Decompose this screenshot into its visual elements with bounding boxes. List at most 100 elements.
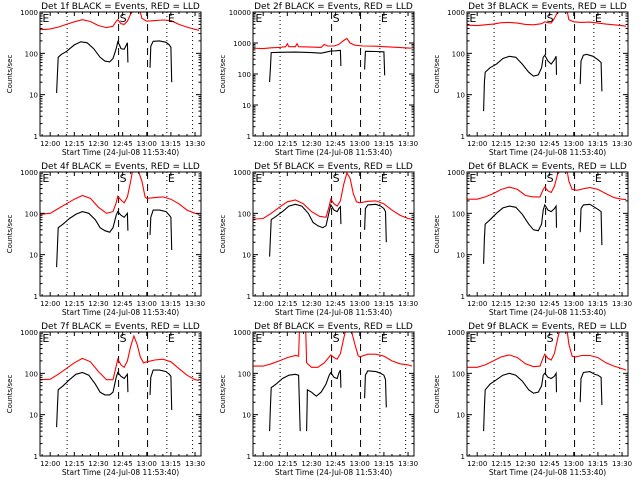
annotation-e: E xyxy=(595,12,602,25)
events-series-line xyxy=(483,203,558,264)
annotation-e: E xyxy=(255,12,262,25)
annotation-s: S xyxy=(333,12,340,25)
y-tick-label: 1 xyxy=(247,453,251,461)
y-tick-label: 100 xyxy=(238,71,251,79)
y-axis-label: Counts/sec xyxy=(219,55,227,94)
y-tick-label: 10 xyxy=(242,102,251,110)
y-tick-label: 10 xyxy=(29,92,38,100)
y-tick-label: 1000 xyxy=(20,169,38,177)
x-tick-label: 13:30 xyxy=(612,300,632,308)
lld-series-line xyxy=(566,12,627,27)
y-axis-label: Counts/sec xyxy=(433,55,441,94)
x-tick-label: 13:30 xyxy=(398,460,418,468)
plot-frame xyxy=(252,11,415,137)
y-tick-label: 100 xyxy=(238,210,251,218)
x-tick-label: 12:30 xyxy=(301,300,321,308)
x-tick-label: 13:15 xyxy=(588,460,608,468)
annotation-e: E xyxy=(595,332,602,345)
x-tick-label: 13:15 xyxy=(161,460,181,468)
x-tick-label: 13:15 xyxy=(588,140,608,148)
x-axis-label: Start Time (24-Jul-08 11:53:40) xyxy=(489,148,606,157)
panel-title: Det 1f BLACK = Events, RED = LLD xyxy=(41,2,200,12)
annotation-s: S xyxy=(120,332,127,345)
lld-series-line xyxy=(139,12,200,31)
x-tick-label: 13:30 xyxy=(612,460,632,468)
y-tick-label: 10 xyxy=(242,252,251,260)
annotation-s: S xyxy=(333,332,340,345)
events-series-line xyxy=(579,371,603,406)
lld-series-line xyxy=(467,172,560,200)
x-tick-label: 12:45 xyxy=(113,300,133,308)
x-tick-label: 12:00 xyxy=(40,140,60,148)
x-tick-label: 12:00 xyxy=(40,300,60,308)
x-tick-label: 12:00 xyxy=(467,140,487,148)
panel-title: Det 8f BLACK = Events, RED = LLD xyxy=(254,322,413,332)
y-tick-label: 100 xyxy=(452,370,465,378)
lld-series-line xyxy=(253,37,412,50)
y-tick-label: 10000 xyxy=(229,9,251,17)
y-tick-label: 100 xyxy=(452,210,465,218)
y-tick-label: 100 xyxy=(25,210,38,218)
lld-series-line xyxy=(305,332,346,368)
events-series-line xyxy=(56,40,129,94)
lld-series-line xyxy=(253,332,300,367)
annotation-e: E xyxy=(255,332,262,345)
x-tick-label: 12:45 xyxy=(540,300,560,308)
events-series-line xyxy=(483,371,558,432)
events-series-line xyxy=(269,49,342,83)
y-tick-label: 10 xyxy=(456,92,465,100)
x-tick-label: 12:45 xyxy=(113,140,133,148)
x-tick-label: 13:15 xyxy=(374,300,394,308)
events-series-line xyxy=(56,210,129,268)
y-tick-label: 100 xyxy=(25,50,38,58)
x-tick-label: 12:45 xyxy=(540,140,560,148)
lld-series-line xyxy=(40,334,200,381)
y-tick-label: 1 xyxy=(34,293,38,301)
y-tick-label: 1 xyxy=(461,293,465,301)
y-tick-label: 1000 xyxy=(447,329,465,337)
plot-frame xyxy=(39,331,202,457)
x-axis-label: Start Time (24-Jul-08 11:53:40) xyxy=(489,308,606,317)
x-tick-label: 13:00 xyxy=(564,300,584,308)
annotation-e: E xyxy=(42,12,49,25)
plot-frame xyxy=(466,11,629,137)
y-tick-label: 1 xyxy=(34,133,38,141)
y-tick-label: 1 xyxy=(461,133,465,141)
x-tick-label: 13:15 xyxy=(161,300,181,308)
x-tick-label: 12:15 xyxy=(277,140,297,148)
x-tick-label: 12:00 xyxy=(467,460,487,468)
panel-title: Det 6f BLACK = Events, RED = LLD xyxy=(468,162,627,172)
x-tick-label: 12:30 xyxy=(515,460,535,468)
x-axis-label: Start Time (24-Jul-08 11:53:40) xyxy=(62,308,179,317)
x-tick-label: 12:00 xyxy=(253,460,273,468)
annotation-s: S xyxy=(333,172,340,185)
x-tick-label: 12:00 xyxy=(253,300,273,308)
x-tick-label: 12:15 xyxy=(277,300,297,308)
lld-series-line xyxy=(566,172,627,201)
y-tick-label: 100 xyxy=(25,370,38,378)
events-series-line xyxy=(579,203,603,246)
x-tick-label: 12:30 xyxy=(515,300,535,308)
events-series-line xyxy=(269,373,301,432)
annotation-e: E xyxy=(42,332,49,345)
annotation-e: E xyxy=(255,172,262,185)
lld-series-line xyxy=(253,172,413,220)
y-axis-label: Counts/sec xyxy=(6,215,14,254)
events-series-line xyxy=(269,203,342,257)
plot-frame xyxy=(39,11,202,137)
x-tick-label: 12:30 xyxy=(301,140,321,148)
annotation-e: E xyxy=(168,172,175,185)
lld-series-line xyxy=(138,172,200,215)
y-tick-label: 1000 xyxy=(447,169,465,177)
annotation-e: E xyxy=(42,172,49,185)
x-tick-label: 13:15 xyxy=(161,140,181,148)
annotation-e: E xyxy=(381,12,388,25)
y-tick-label: 1 xyxy=(461,453,465,461)
x-tick-label: 12:45 xyxy=(326,460,346,468)
y-tick-label: 1000 xyxy=(233,40,251,48)
x-axis-label: Start Time (24-Jul-08 11:53:40) xyxy=(489,468,606,477)
